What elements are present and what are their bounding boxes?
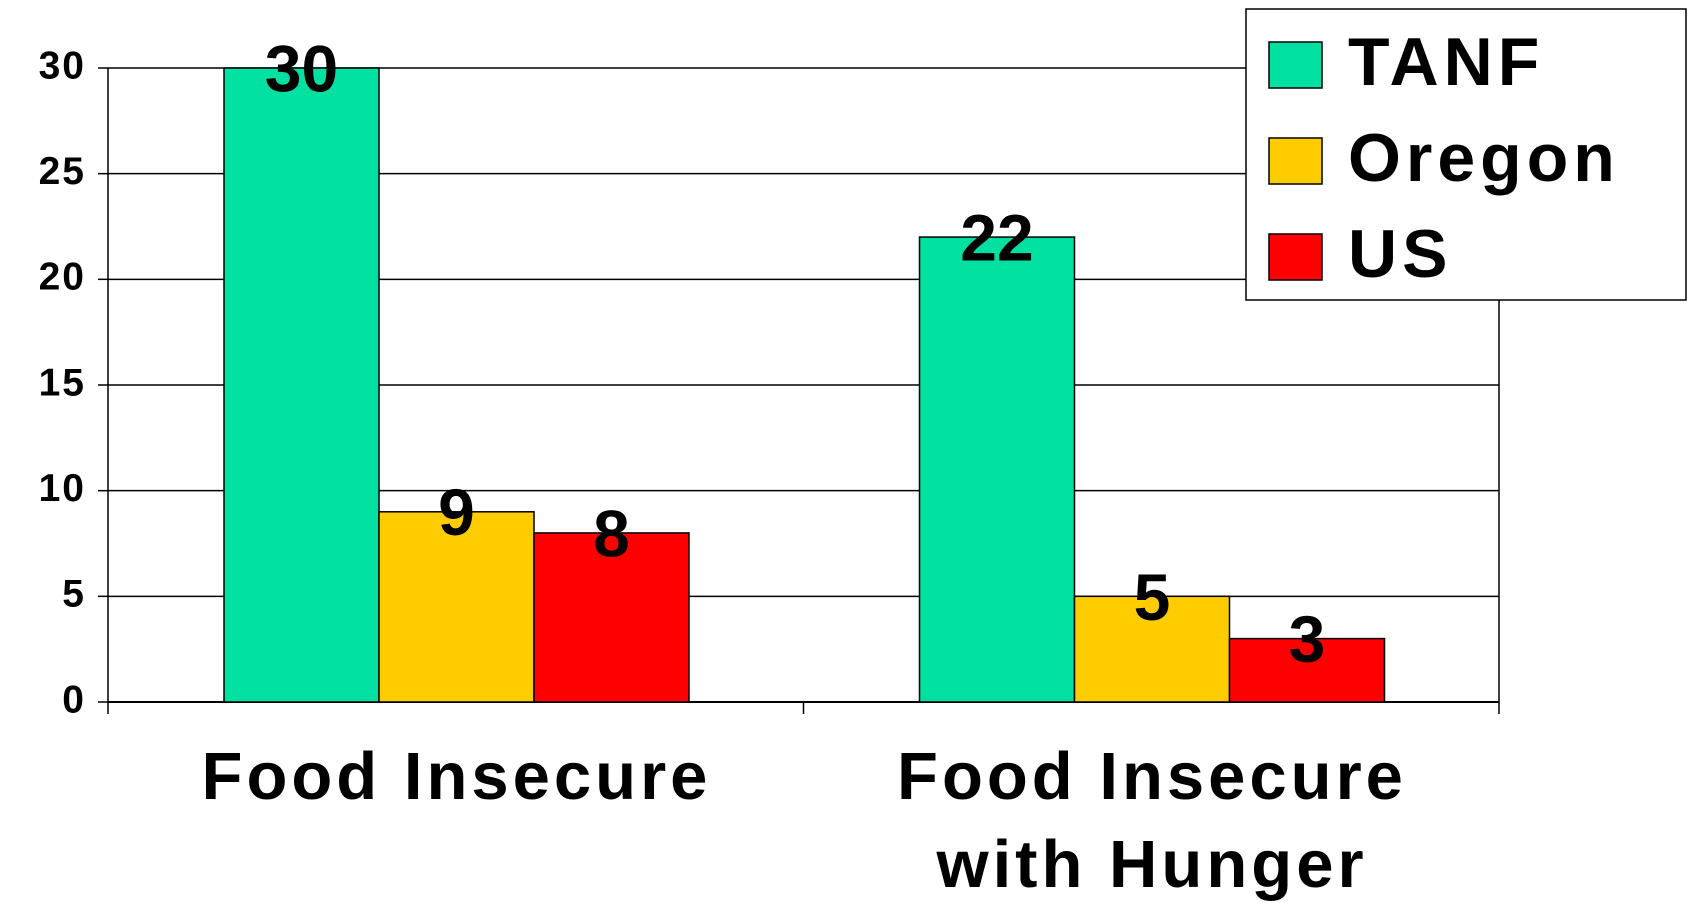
y-tick-label: 0 xyxy=(62,678,86,721)
bar xyxy=(533,532,690,703)
legend-swatch xyxy=(1268,137,1323,185)
y-tick-label: 20 xyxy=(39,256,86,299)
bar xyxy=(1073,595,1231,703)
x-tick-label: Food Insecure xyxy=(201,739,712,814)
value-label: 30 xyxy=(265,31,338,105)
value-label: 9 xyxy=(438,475,475,549)
bar xyxy=(918,236,1076,703)
y-tick-label: 30 xyxy=(39,44,86,87)
legend-label: TANF xyxy=(1348,24,1544,100)
bar xyxy=(223,67,380,703)
y-tick-label: 15 xyxy=(39,361,86,404)
value-label: 5 xyxy=(1134,560,1171,634)
value-label: 3 xyxy=(1289,602,1326,676)
bar xyxy=(1228,637,1386,703)
legend-swatch xyxy=(1268,41,1323,89)
legend-swatch xyxy=(1268,233,1323,281)
value-label: 8 xyxy=(593,496,630,570)
y-tick-label: 5 xyxy=(62,573,86,616)
legend-label: US xyxy=(1348,216,1452,292)
y-tick-label: 10 xyxy=(39,467,86,510)
legend-label: Oregon xyxy=(1348,120,1620,196)
bar xyxy=(378,511,535,703)
value-label: 22 xyxy=(960,201,1033,275)
y-tick-label: 25 xyxy=(39,150,86,193)
x-tick-label: Food Insecure with Hunger xyxy=(897,739,1407,902)
